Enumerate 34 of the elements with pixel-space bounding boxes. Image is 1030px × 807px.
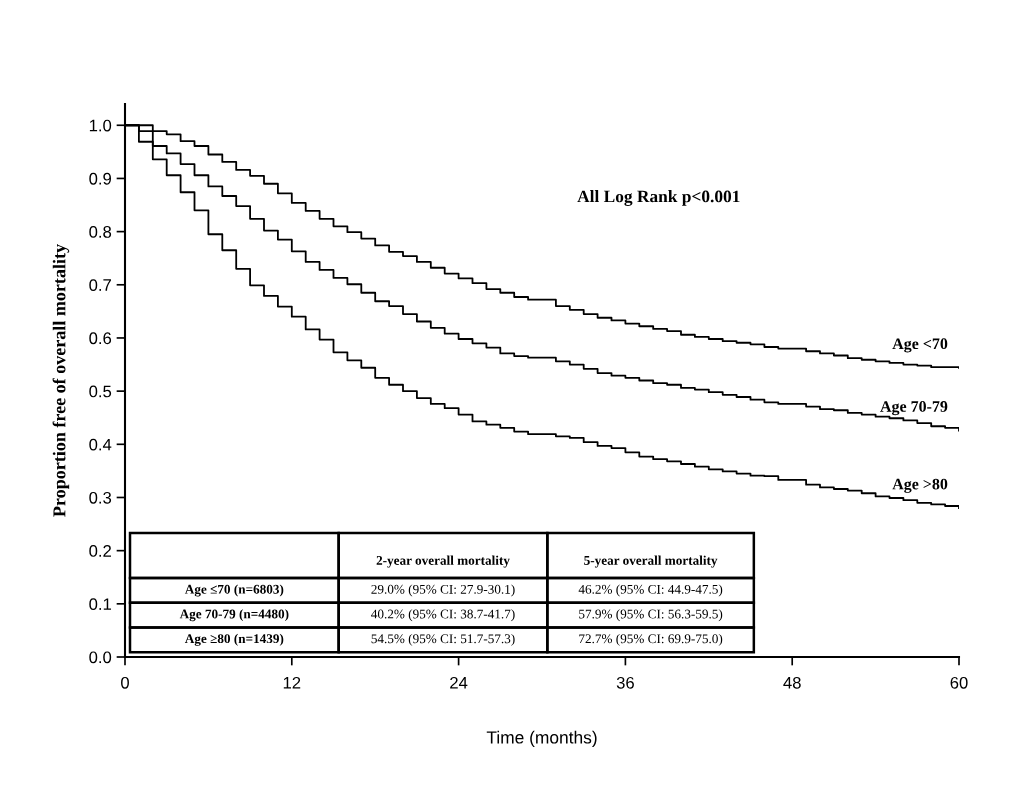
y-tick-label: 0.9 <box>89 172 112 185</box>
annotation: 29.0% (95% CI: 27.9-30.1) <box>371 584 515 597</box>
annotation: 57.9% (95% CI: 56.3-59.5) <box>579 609 723 622</box>
series-label: Age <70 <box>892 338 948 353</box>
series-label: Age 70-79 <box>880 401 948 416</box>
y-tick-label: 0.3 <box>89 491 112 504</box>
y-tick-label: 0.5 <box>89 385 112 398</box>
y-tick-label: 0.0 <box>89 651 112 664</box>
series-label: Age >80 <box>892 478 948 493</box>
y-tick-label: 0.8 <box>89 226 112 238</box>
y-axis-title: Proportion free of overall mortality <box>52 244 70 517</box>
x-tick-label: 48 <box>783 676 801 689</box>
annotation: 40.2% (95% CI: 38.7-41.7) <box>371 609 515 622</box>
x-tick-label: 36 <box>616 676 634 689</box>
x-tick-label: 0 <box>121 676 129 689</box>
annotation: Age 70-79 (n=4480) <box>179 609 289 622</box>
x-tick-label: 60 <box>950 676 968 689</box>
y-tick-label: 0.1 <box>89 598 111 611</box>
x-axis-title: Time (months) <box>486 730 597 748</box>
annotation: Age ≥80 (n=1439) <box>184 633 284 646</box>
annotation: 5-year overall mortality <box>584 555 718 568</box>
annotation: All Log Rank p<0.001 <box>577 190 740 206</box>
y-tick-label: 0.7 <box>89 279 111 291</box>
y-tick-label: 0.4 <box>89 438 112 451</box>
x-tick-label: 12 <box>283 676 301 689</box>
annotation: 72.7% (95% CI: 69.9-75.0) <box>579 633 723 646</box>
y-tick-label: 0.2 <box>89 545 111 557</box>
annotation: 54.5% (95% CI: 51.7-57.3) <box>371 633 515 646</box>
annotation: 2-year overall mortality <box>376 555 510 568</box>
y-tick-label: 0.6 <box>89 332 112 345</box>
x-tick-label: 24 <box>450 676 468 689</box>
annotation: 46.2% (95% CI: 44.9-47.5) <box>578 584 723 597</box>
annotation: Age ≤70 (n=6803) <box>184 584 284 597</box>
y-tick-label: 1.0 <box>89 119 112 132</box>
